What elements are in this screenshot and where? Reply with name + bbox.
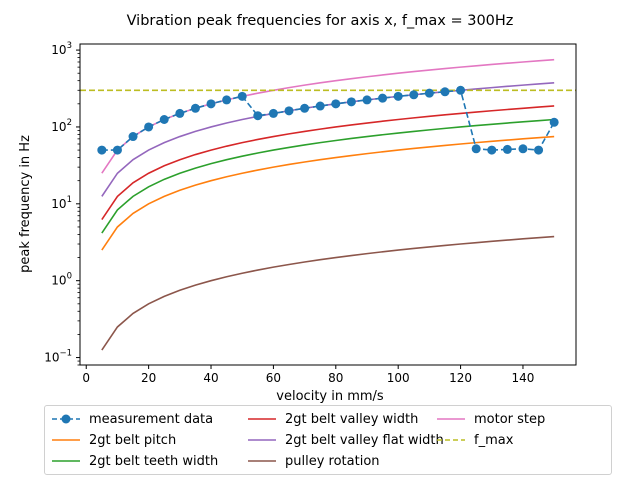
legend-swatch — [248, 460, 276, 462]
series-line-6 — [101, 58, 555, 174]
legend-label: f_max — [474, 432, 514, 448]
measurement-point — [175, 108, 185, 118]
legend-item: 2gt belt valley flat width — [247, 430, 444, 450]
measurement-point — [393, 91, 403, 101]
x-tick-label: 80 — [328, 371, 343, 385]
y-tick-label: 103 — [51, 41, 72, 57]
x-tick-label: 0 — [82, 371, 90, 385]
legend-swatch — [52, 439, 80, 441]
y-tick-label: 102 — [51, 118, 72, 134]
y-tick-label: 10−1 — [44, 349, 72, 365]
measurement-point — [206, 99, 216, 109]
series-line-5 — [101, 235, 555, 351]
legend-label: measurement data — [89, 411, 214, 427]
legend-label: 2gt belt pitch — [89, 432, 177, 448]
measurement-point — [331, 99, 341, 109]
measurement-point — [268, 108, 278, 118]
measurement-point — [378, 93, 388, 103]
y-tick-label: 100 — [51, 272, 72, 288]
legend-item: f_max — [436, 430, 513, 450]
series-line-4 — [101, 82, 555, 197]
legend-label: pulley rotation — [285, 453, 380, 469]
measurement-point — [315, 101, 325, 111]
legend-item: measurement data — [51, 409, 213, 429]
legend-swatch — [52, 460, 80, 462]
measurement-point — [144, 122, 154, 132]
chart-title: Vibration peak frequencies for axis x, f… — [127, 13, 514, 29]
legend-label: 2gt belt valley width — [285, 411, 419, 427]
legend-swatch — [248, 418, 276, 420]
measurement-point — [502, 144, 512, 154]
measurement-point — [237, 91, 247, 101]
measurement-point — [128, 132, 138, 142]
legend-item: 2gt belt valley width — [247, 409, 418, 429]
x-tick-label: 100 — [387, 371, 410, 385]
measurement-point — [97, 145, 107, 155]
legend-swatch — [437, 439, 465, 441]
measurement-point — [487, 145, 497, 155]
legend-swatch — [437, 418, 465, 420]
legend-item: 2gt belt pitch — [51, 430, 176, 450]
measurement-point — [424, 88, 434, 98]
measurement-point — [300, 103, 310, 113]
legend-item: motor step — [436, 409, 545, 429]
measurement-point — [362, 95, 372, 105]
measurement-point — [456, 85, 466, 95]
measurement-point — [222, 95, 232, 105]
measurement-point — [471, 144, 481, 154]
legend-label: motor step — [474, 411, 546, 427]
measurement-point — [284, 106, 294, 116]
x-tick-label: 40 — [203, 371, 218, 385]
measurement-point — [440, 87, 450, 97]
measurement-point — [534, 145, 544, 155]
series-line-2 — [101, 118, 555, 234]
legend-swatch — [248, 439, 276, 441]
x-tick-label: 60 — [266, 371, 281, 385]
y-axis-label: peak frequency in Hz — [18, 135, 33, 273]
series-layer — [80, 58, 576, 351]
measurement-point — [190, 103, 200, 113]
legend-label: 2gt belt teeth width — [89, 453, 219, 469]
plot-frame — [79, 43, 577, 366]
measurement-point — [253, 111, 263, 121]
measurement-point — [346, 97, 356, 107]
legend-item: 2gt belt teeth width — [51, 451, 218, 471]
legend: measurement data 2gt belt pitch 2gt belt t… — [44, 405, 612, 475]
measurement-point — [112, 145, 122, 155]
legend-item: pulley rotation — [247, 451, 380, 471]
x-axis-label: velocity in mm/s — [276, 389, 384, 404]
series-line-1 — [101, 135, 555, 251]
legend-swatch — [52, 414, 80, 424]
measurement-point — [159, 115, 169, 125]
series-line-3 — [101, 105, 555, 220]
x-tick-label: 120 — [449, 371, 472, 385]
legend-label: 2gt belt valley flat width — [285, 432, 444, 448]
x-tick-label: 20 — [141, 371, 156, 385]
x-tick-label: 140 — [512, 371, 535, 385]
axes-layer: 0 20 40 60 80 100 120 140 10−1 100 101 102 103 — [44, 41, 577, 385]
measurement-point — [409, 90, 419, 100]
measurement-point — [549, 117, 559, 127]
measurement-point — [518, 144, 528, 154]
y-tick-label: 101 — [51, 195, 72, 211]
